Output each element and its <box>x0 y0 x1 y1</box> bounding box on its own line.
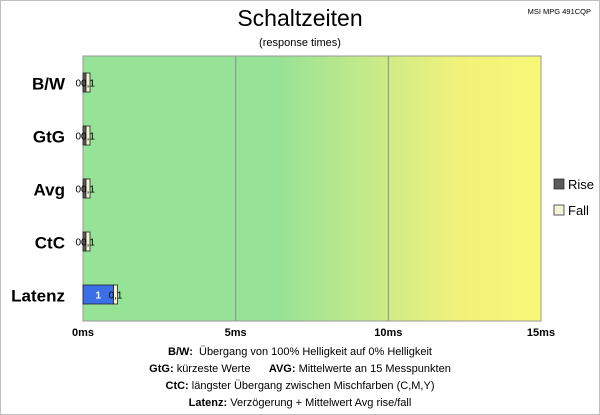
x-tick-label: 5ms <box>225 327 247 339</box>
bars: 0 0,10 0,10 0,10 0,11 0,1 <box>75 72 123 305</box>
category-label: Latenz <box>11 287 65 306</box>
fall-value-label: 0,1 <box>81 79 95 90</box>
category-label: Avg <box>34 181 66 200</box>
category-label: CtC <box>35 234 65 253</box>
category-labels: B/W GtG Avg CtC Latenz <box>11 75 66 306</box>
fall-value-label: 0,1 <box>81 185 95 196</box>
fall-bar <box>85 178 91 199</box>
note-ctc: CtC: längster Übergang zwischen Mischfar… <box>165 380 435 392</box>
fall-bar <box>85 231 91 252</box>
x-tick-label: 0ms <box>72 327 94 339</box>
fall-bar <box>85 72 91 93</box>
rise-value-label: 0 <box>75 79 81 90</box>
rise-value-label: 1 <box>95 291 101 302</box>
monitor-model: MSI MPG 491CQP <box>527 7 591 16</box>
fall-value-label: 0,1 <box>81 238 95 249</box>
rise-value-label: 0 <box>75 185 81 196</box>
rise-value-label: 0 <box>75 132 81 143</box>
x-tick-labels: 0ms 5ms 10ms 15ms <box>72 327 555 339</box>
plot-area <box>82 55 542 322</box>
rise-value-label: 0 <box>75 238 81 249</box>
legend-swatch <box>553 204 565 216</box>
legend-label: Rise <box>568 177 594 192</box>
fall-bar <box>85 125 91 146</box>
legend-notes: B/W: Übergang von 100% Helligkeit auf 0%… <box>1 344 599 412</box>
note-bw: B/W: Übergang von 100% Helligkeit auf 0%… <box>168 346 432 358</box>
fall-value-label: 0,1 <box>109 291 123 302</box>
category-label: B/W <box>32 75 66 94</box>
chart-subtitle: (response times) <box>259 37 341 49</box>
note-latenz: Latenz: Verzögerung + Mittelwert Avg ris… <box>188 397 412 409</box>
gridlines <box>235 56 389 321</box>
fall-value-label: 0,1 <box>81 132 95 143</box>
fall-bar <box>113 284 118 305</box>
x-tick-label: 10ms <box>374 327 402 339</box>
chart-title: Schaltzeiten <box>237 5 363 31</box>
legend-label: Fall <box>568 203 589 218</box>
x-tick-label: 15ms <box>527 327 555 339</box>
legend-swatch <box>553 178 565 190</box>
legend: Rise Fall <box>553 177 594 218</box>
note-gtg-avg: GtG: kürzeste Werte AVG: Mittelwerte an … <box>149 363 451 375</box>
category-label: GtG <box>33 128 65 147</box>
